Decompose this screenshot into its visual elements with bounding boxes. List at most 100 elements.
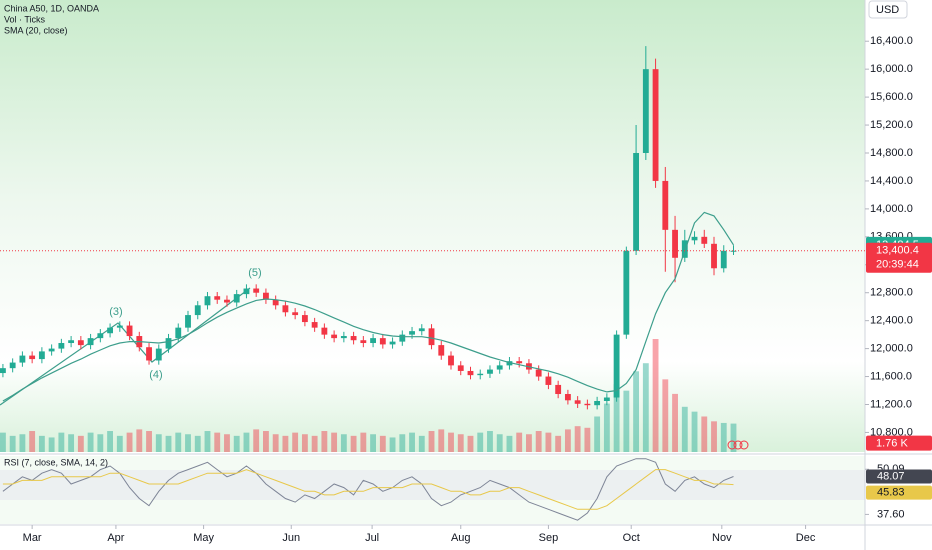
candle-body xyxy=(360,340,367,344)
volume-badge xyxy=(866,435,932,451)
volume-bar xyxy=(155,434,162,452)
x-tick-label: Jun xyxy=(282,532,300,544)
volume-bar xyxy=(389,437,396,452)
volume-bar xyxy=(165,435,172,452)
candle-body xyxy=(379,338,386,345)
volume-bar xyxy=(584,427,591,452)
candle-body xyxy=(438,345,445,356)
candle-body xyxy=(652,69,659,181)
candle-body xyxy=(477,373,484,376)
candle-body xyxy=(448,355,454,366)
volume-bar xyxy=(136,429,143,452)
volume-title: Vol · Ticks xyxy=(4,14,46,24)
rsi-sma-badge xyxy=(866,485,932,500)
volume-bar xyxy=(301,434,308,452)
x-tick-label: Oct xyxy=(623,532,640,544)
volume-bar xyxy=(487,431,493,452)
candle-body xyxy=(204,296,211,306)
volume-bar xyxy=(77,435,84,452)
candle-body xyxy=(613,334,620,398)
volume-bar xyxy=(350,435,357,452)
volume-bar xyxy=(642,363,649,452)
volume-bar xyxy=(633,371,640,452)
volume-bar xyxy=(662,379,669,452)
event-icon[interactable] xyxy=(727,440,737,450)
y-tick-label: 15,200.0 xyxy=(870,119,913,131)
volume-bar xyxy=(87,432,94,452)
volume-bar xyxy=(38,435,45,452)
candle-body xyxy=(301,315,308,323)
y-tick-label: 16,400.0 xyxy=(870,35,913,47)
candle-body xyxy=(321,327,328,335)
wave-label: (4) xyxy=(149,369,162,381)
volume-bar xyxy=(467,435,474,452)
y-tick-label: 15,600.0 xyxy=(870,91,913,103)
volume-bar xyxy=(263,431,269,452)
volume-bar xyxy=(603,403,610,452)
candle-body xyxy=(711,243,717,269)
volume-bar xyxy=(224,434,230,452)
candle-body xyxy=(38,351,45,360)
plot-background xyxy=(0,0,865,452)
y-tick-label: 12,000.0 xyxy=(870,343,913,355)
candle-body xyxy=(175,327,182,339)
volume-bar xyxy=(282,435,289,452)
volume-bar xyxy=(379,435,386,452)
x-tick-label: Nov xyxy=(712,532,732,544)
volume-bar xyxy=(116,435,123,452)
volume-bar xyxy=(672,393,678,452)
candle-body xyxy=(331,334,338,339)
candle-body xyxy=(165,338,172,349)
countdown: 20:39:44 xyxy=(876,259,919,271)
volume-bar xyxy=(574,426,581,452)
candle-body xyxy=(672,229,678,258)
x-tick-label: Apr xyxy=(107,532,124,544)
candle-body xyxy=(282,305,289,313)
rsi-title: RSI (7, close, SMA, 14, 2) xyxy=(4,457,108,467)
candle-body xyxy=(418,328,425,332)
candle-body xyxy=(564,394,571,401)
candle-body xyxy=(516,361,523,364)
volume-bar xyxy=(613,384,620,452)
candle-body xyxy=(701,236,708,244)
volume-bar xyxy=(409,432,415,452)
volume-bar xyxy=(448,432,454,452)
rsi-tick-label: 37.60 xyxy=(877,508,905,520)
volume-bar xyxy=(146,431,152,452)
volume-bar xyxy=(340,434,347,452)
volume-bar xyxy=(594,416,601,452)
event-icon[interactable] xyxy=(739,440,749,450)
volume-bar xyxy=(126,432,133,452)
volume-bar xyxy=(526,434,532,452)
candle-body xyxy=(555,384,562,395)
candle-body xyxy=(224,299,230,303)
volume-bar xyxy=(0,432,6,452)
candle-body xyxy=(633,152,640,251)
volume-bar xyxy=(506,435,513,452)
candle-body xyxy=(185,315,191,328)
x-tick-label: Jul xyxy=(365,532,379,544)
candle-body xyxy=(545,376,552,385)
candle-body xyxy=(574,400,581,404)
candle-body xyxy=(58,343,65,349)
event-icon[interactable] xyxy=(733,440,743,450)
candle-body xyxy=(340,336,347,339)
volume-bar xyxy=(438,429,445,452)
candle-body xyxy=(87,338,94,346)
candle-body xyxy=(603,397,610,402)
volume-bar xyxy=(360,432,367,452)
volume-bar xyxy=(652,339,659,452)
candle-body xyxy=(506,361,513,366)
candle-body xyxy=(428,328,435,346)
candle-body xyxy=(29,355,36,360)
volume-bar xyxy=(564,429,571,452)
candle-body xyxy=(9,362,16,369)
price-badge-label: 13,400.4 xyxy=(876,245,919,257)
currency[interactable]: USD xyxy=(876,4,899,16)
rsi-band xyxy=(0,470,865,500)
candle-body xyxy=(691,236,698,241)
volume-badge-label: 1.76 K xyxy=(876,437,908,449)
currency-box[interactable] xyxy=(868,0,908,19)
volume-bar xyxy=(711,421,717,452)
volume-bar xyxy=(9,435,16,452)
